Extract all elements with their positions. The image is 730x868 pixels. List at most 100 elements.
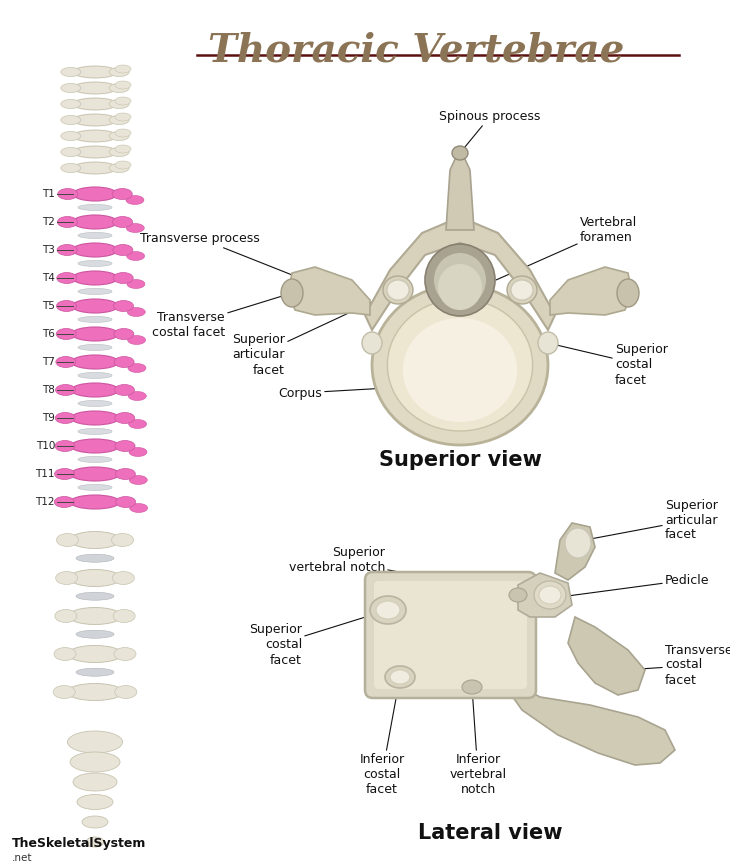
Ellipse shape <box>54 496 74 508</box>
Ellipse shape <box>78 317 112 322</box>
Ellipse shape <box>112 534 134 547</box>
Ellipse shape <box>56 300 77 312</box>
Ellipse shape <box>61 148 81 156</box>
Ellipse shape <box>57 273 77 284</box>
Ellipse shape <box>390 670 410 684</box>
Ellipse shape <box>70 752 120 772</box>
Ellipse shape <box>110 83 129 93</box>
Ellipse shape <box>78 205 112 210</box>
Ellipse shape <box>55 385 75 396</box>
Ellipse shape <box>70 531 120 549</box>
Ellipse shape <box>57 245 77 255</box>
Ellipse shape <box>82 816 108 828</box>
Text: Superior
vertebral notch: Superior vertebral notch <box>288 546 518 595</box>
Ellipse shape <box>72 327 118 341</box>
Text: Spinous process: Spinous process <box>439 110 541 153</box>
Ellipse shape <box>511 280 533 300</box>
Ellipse shape <box>76 630 114 638</box>
Ellipse shape <box>73 82 117 94</box>
Ellipse shape <box>71 467 120 481</box>
Ellipse shape <box>72 243 118 257</box>
Ellipse shape <box>113 273 133 284</box>
Ellipse shape <box>115 81 131 89</box>
Ellipse shape <box>110 100 129 108</box>
Ellipse shape <box>56 357 76 367</box>
Ellipse shape <box>73 773 117 791</box>
Text: Superior view: Superior view <box>379 450 542 470</box>
Ellipse shape <box>128 364 146 372</box>
Ellipse shape <box>565 528 591 558</box>
Ellipse shape <box>78 288 112 294</box>
Ellipse shape <box>58 216 77 227</box>
Ellipse shape <box>387 280 409 300</box>
Text: T9: T9 <box>42 413 55 423</box>
Text: T1: T1 <box>42 189 55 199</box>
Ellipse shape <box>534 581 566 609</box>
Text: Thoracic Vertebrae: Thoracic Vertebrae <box>208 32 624 70</box>
Ellipse shape <box>76 555 114 562</box>
Ellipse shape <box>68 646 122 662</box>
Ellipse shape <box>72 299 118 313</box>
Polygon shape <box>288 267 370 315</box>
Ellipse shape <box>55 571 77 584</box>
Ellipse shape <box>362 332 382 354</box>
Text: Superior
costal
facet: Superior costal facet <box>548 343 668 386</box>
Ellipse shape <box>86 837 104 847</box>
Ellipse shape <box>112 571 134 584</box>
Ellipse shape <box>385 666 415 688</box>
Polygon shape <box>446 157 474 230</box>
Ellipse shape <box>113 245 133 255</box>
Ellipse shape <box>54 648 76 661</box>
Ellipse shape <box>78 400 112 406</box>
Text: T8: T8 <box>42 385 55 395</box>
FancyBboxPatch shape <box>365 572 536 698</box>
Text: T3: T3 <box>42 245 55 255</box>
Ellipse shape <box>69 608 121 624</box>
Text: Transverse
costal facet: Transverse costal facet <box>152 293 292 339</box>
Ellipse shape <box>113 609 135 622</box>
Text: T4: T4 <box>42 273 55 283</box>
Ellipse shape <box>110 115 129 124</box>
Ellipse shape <box>128 336 145 345</box>
Ellipse shape <box>128 419 147 429</box>
Text: T10: T10 <box>36 441 55 451</box>
Polygon shape <box>568 617 645 695</box>
Ellipse shape <box>73 146 117 158</box>
Text: Vertebral
foramen: Vertebral foramen <box>496 216 637 280</box>
Polygon shape <box>555 523 595 580</box>
Ellipse shape <box>110 131 129 141</box>
Ellipse shape <box>114 357 134 367</box>
Polygon shape <box>550 267 632 315</box>
Ellipse shape <box>128 391 146 400</box>
Ellipse shape <box>281 279 303 307</box>
Ellipse shape <box>112 216 133 227</box>
Ellipse shape <box>67 731 123 753</box>
Text: T6: T6 <box>42 329 55 339</box>
Ellipse shape <box>452 146 468 160</box>
Ellipse shape <box>617 279 639 307</box>
FancyBboxPatch shape <box>374 581 527 689</box>
Ellipse shape <box>129 476 147 484</box>
Ellipse shape <box>112 188 132 200</box>
Ellipse shape <box>438 264 482 310</box>
Ellipse shape <box>509 588 527 602</box>
Text: .net: .net <box>12 853 33 863</box>
Text: T5: T5 <box>42 301 55 311</box>
Ellipse shape <box>114 328 134 339</box>
Ellipse shape <box>370 596 406 624</box>
Ellipse shape <box>372 285 548 445</box>
Ellipse shape <box>115 145 131 153</box>
Ellipse shape <box>126 195 144 205</box>
Ellipse shape <box>70 495 120 509</box>
Ellipse shape <box>55 412 75 424</box>
Ellipse shape <box>383 276 413 304</box>
Ellipse shape <box>56 328 76 339</box>
Text: T7: T7 <box>42 357 55 367</box>
Ellipse shape <box>110 68 129 76</box>
Polygon shape <box>365 217 555 330</box>
Ellipse shape <box>78 345 112 351</box>
Ellipse shape <box>61 115 81 124</box>
Ellipse shape <box>72 271 118 285</box>
Ellipse shape <box>53 686 75 699</box>
Ellipse shape <box>78 484 112 490</box>
